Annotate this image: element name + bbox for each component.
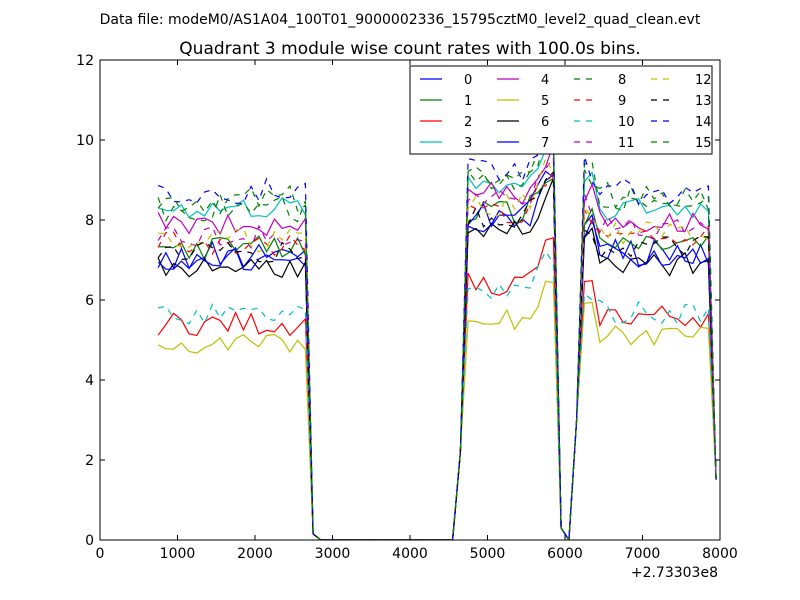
- x-tick-label: 8000: [702, 546, 738, 562]
- series-line-14: [157, 139, 717, 540]
- y-tick-label: 4: [85, 373, 94, 389]
- y-tick-label: 2: [85, 453, 94, 469]
- series-line-6: [157, 177, 717, 540]
- legend-label-0: 0: [464, 73, 472, 88]
- legend-label-8: 8: [618, 73, 626, 88]
- legend-label-7: 7: [541, 136, 549, 151]
- legend-label-3: 3: [464, 136, 472, 151]
- series-line-2: [157, 236, 717, 540]
- legend-label-6: 6: [541, 115, 549, 130]
- legend-label-15: 15: [695, 136, 712, 151]
- legend-label-12: 12: [695, 73, 712, 88]
- legend-label-11: 11: [618, 136, 635, 151]
- y-tick-label: 0: [85, 533, 94, 549]
- series-line-13: [157, 170, 717, 540]
- legend-box: [409, 65, 713, 155]
- x-tick-label: 4000: [392, 546, 428, 562]
- legend-label-4: 4: [541, 73, 549, 88]
- series-line-9: [157, 169, 717, 540]
- series-line-12: [158, 156, 717, 540]
- series-line-15: [157, 132, 717, 540]
- series-line-0: [157, 173, 717, 540]
- series-line-7: [157, 170, 717, 540]
- legend-label-10: 10: [618, 115, 635, 130]
- y-tick-label: 12: [76, 53, 94, 69]
- legend-label-13: 13: [695, 94, 712, 109]
- chart-title: Quadrant 3 module wise count rates with …: [179, 39, 640, 59]
- x-tick-label: 0: [96, 546, 105, 562]
- y-tick-label: 10: [76, 133, 94, 149]
- legend-label-2: 2: [464, 115, 472, 130]
- legend-label-5: 5: [541, 94, 549, 109]
- chart-suptitle: Data file: modeM0/AS1A04_100T01_90000023…: [100, 12, 701, 28]
- series-line-1: [158, 177, 717, 540]
- x-tick-label: 2000: [237, 546, 273, 562]
- x-tick-label: 5000: [470, 546, 506, 562]
- x-tick-label: 7000: [625, 546, 661, 562]
- series-line-11: [157, 156, 717, 540]
- legend-label-9: 9: [618, 94, 626, 109]
- ticks-layer: 0 1000 2000 3000 4000 5000 6000 7000 80000246810…: [76, 53, 738, 562]
- x-offset-label: +2.73303e8: [631, 565, 718, 581]
- series-line-4: [157, 143, 717, 540]
- series-line-3: [157, 148, 717, 540]
- x-tick-label: 1000: [160, 546, 196, 562]
- x-tick-label: 6000: [547, 546, 583, 562]
- series-line-5: [157, 280, 717, 540]
- series-line-10: [157, 250, 717, 540]
- y-tick-label: 8: [85, 213, 94, 229]
- series-layer: [157, 130, 717, 540]
- y-tick-label: 6: [85, 293, 94, 309]
- legend-label-1: 1: [464, 94, 472, 109]
- legend-label-14: 14: [695, 115, 712, 130]
- x-tick-label: 3000: [315, 546, 351, 562]
